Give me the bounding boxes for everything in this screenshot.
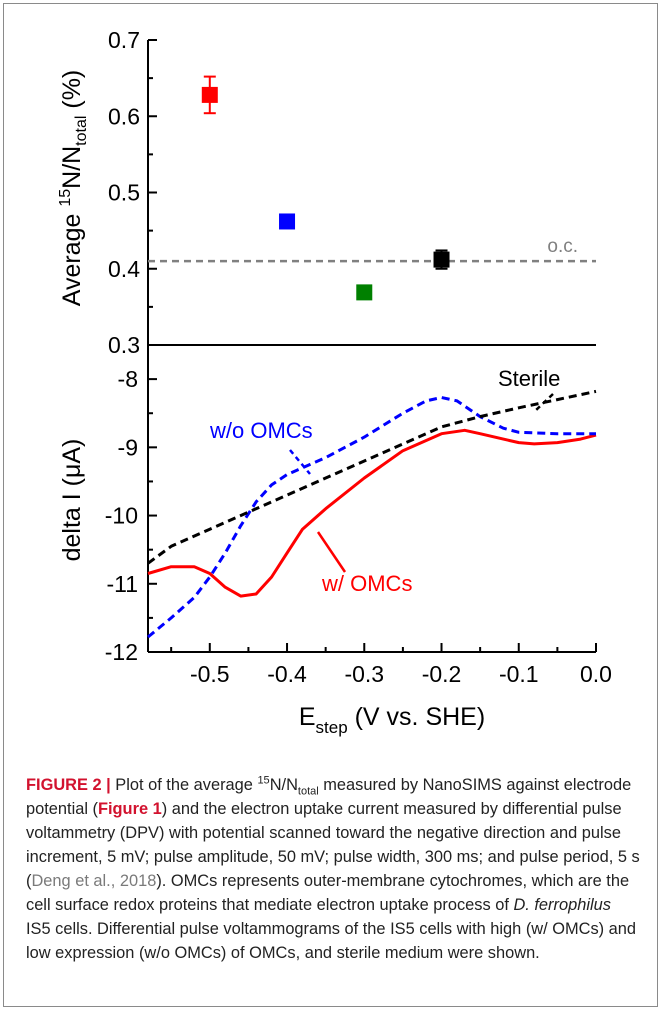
figure-caption: FIGURE 2 | Plot of the average 15N/Ntota… xyxy=(26,774,640,962)
top-y-tick-label: 0.3 xyxy=(108,332,140,358)
bottom-panel: -8 -9 -10 -11 -12 -0.5 -0.4 -0.3 -0.2 -0.1 0.0 Ster… xyxy=(105,344,612,687)
wo-omcs-annotation: w/o OMCs xyxy=(209,418,313,443)
x-tick-label: -0.5 xyxy=(190,661,230,687)
w-omcs-annotation: w/ OMCs xyxy=(321,571,412,596)
x-tick-label: -0.4 xyxy=(267,661,307,687)
oc-label: o.c. xyxy=(547,236,578,257)
bottom-ylabel: delta I (μA) xyxy=(58,439,86,562)
top-y-tick-label: 0.4 xyxy=(108,256,140,282)
bottom-y-tick-label: -12 xyxy=(105,639,138,665)
x-axis-label: Estep (V vs. SHE) xyxy=(299,703,485,737)
sterile-leader xyxy=(534,393,554,412)
citation-link[interactable]: Deng et al., 2018 xyxy=(31,872,157,890)
data-point xyxy=(201,86,218,103)
top-y-tick-label: 0.7 xyxy=(108,27,140,53)
caption-label: FIGURE 2 | xyxy=(26,776,111,794)
figure-frame xyxy=(3,3,658,1007)
bottom-y-tick-label: -11 xyxy=(106,571,138,597)
figure-chart: 0.3 0.4 0.5 0.6 0.7 o.c. -8 -9 -10 -11 -12 -0.5 -0.… xyxy=(57,27,612,737)
wo-omcs-line xyxy=(147,396,596,639)
top-panel: 0.3 0.4 0.5 0.6 0.7 o.c. xyxy=(108,27,596,358)
top-ylabel: Average 15N/Ntotal (%) xyxy=(57,70,90,307)
data-point xyxy=(279,213,296,230)
sterile-annotation: Sterile xyxy=(498,366,560,391)
w-omcs-line xyxy=(147,428,597,598)
w-omcs-leader xyxy=(316,531,347,573)
data-point xyxy=(433,251,450,268)
bottom-y-tick-label: -9 xyxy=(118,434,138,460)
bottom-y-tick-label: -8 xyxy=(118,366,138,392)
figure-1-link[interactable]: Figure 1 xyxy=(97,800,162,818)
data-point xyxy=(356,284,373,301)
top-y-tick-label: 0.5 xyxy=(108,180,140,206)
bottom-y-tick-label: -10 xyxy=(105,503,138,529)
sterile-line xyxy=(147,389,597,565)
x-tick-label: -0.2 xyxy=(422,661,462,687)
x-tick-label: 0.0 xyxy=(580,661,612,687)
x-tick-label: -0.1 xyxy=(499,661,539,687)
top-y-tick-label: 0.6 xyxy=(108,103,140,129)
x-tick-label: -0.3 xyxy=(344,661,384,687)
